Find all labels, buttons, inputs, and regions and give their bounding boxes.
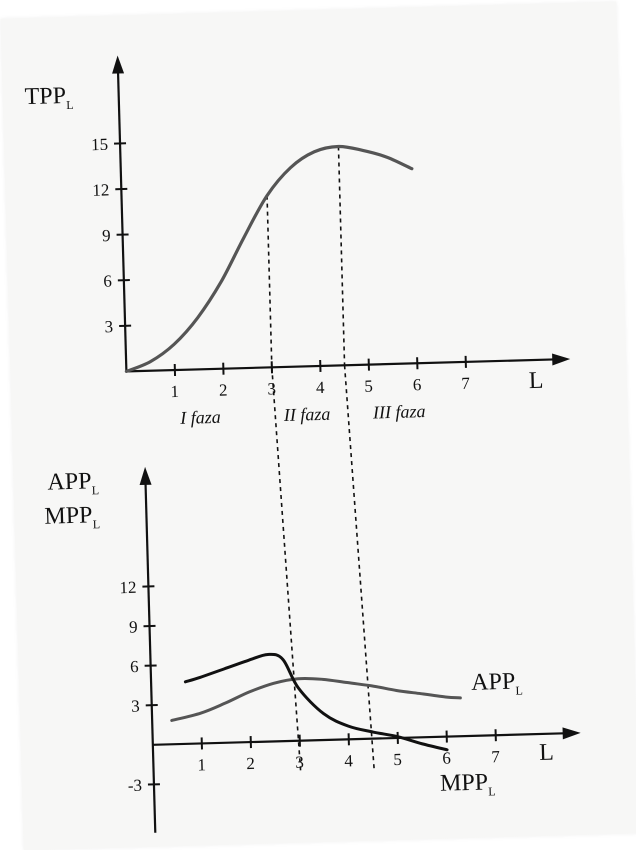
tpp-x-axis: [126, 359, 558, 371]
tpp-reference-line-1: [267, 196, 272, 368]
x-tick-label: 2: [246, 754, 255, 773]
y-tick-label: 12: [92, 180, 110, 199]
x-tick-label: 5: [393, 750, 402, 769]
series-line-1: [120, 144, 417, 371]
app-mpp-y-axis-arrow: [139, 467, 151, 485]
app-mpp-x-axis: [153, 733, 569, 745]
app-mpp-x-axis-arrow: [563, 727, 581, 739]
phase-boundary-line-1: [272, 367, 301, 771]
y-tick-label: 12: [119, 578, 137, 597]
y-tick-label: 9: [129, 617, 138, 636]
y-tick-label: 3: [104, 317, 113, 336]
x-tick-label: 6: [442, 748, 451, 767]
tpp-x-axis-label: L: [528, 368, 543, 394]
phase-label-2: II faza: [283, 404, 331, 425]
tpp-y-axis-arrow: [112, 55, 124, 73]
x-tick-label: 7: [491, 747, 501, 766]
phase-label-1: I faza: [179, 407, 221, 428]
y-tick-label: 6: [103, 272, 112, 291]
x-tick-label: 5: [364, 377, 373, 396]
x-tick-label: 7: [461, 374, 471, 393]
x-tick-label: 3: [267, 379, 276, 398]
y-tick-label: 9: [102, 226, 111, 245]
x-tick-label: 4: [344, 751, 354, 770]
y-tick-label: 15: [91, 135, 109, 154]
y-tick-label: -3: [128, 776, 143, 795]
mpp-y-axis-label: MPPL: [44, 502, 100, 533]
app-mpp-x-axis-label: L: [539, 740, 554, 766]
x-tick-label: 2: [219, 381, 228, 400]
mpp-series-label: MPPL: [440, 769, 496, 800]
tpp-y-axis-label: TPPL: [24, 83, 73, 113]
phase-label-3: III faza: [372, 401, 426, 422]
app-y-axis-label: APPL: [47, 468, 99, 498]
app-mpp-y-axis: [145, 479, 155, 833]
x-tick-label: 6: [413, 375, 422, 394]
tpp-reference-line-2: [338, 146, 344, 365]
x-tick-label: 4: [316, 378, 326, 397]
y-tick-label: 3: [131, 697, 140, 716]
app-series-label: APPL: [471, 668, 523, 698]
phase-boundary-line-2: [345, 365, 375, 769]
x-tick-label: 1: [170, 382, 179, 401]
y-tick-label: 6: [130, 657, 139, 676]
x-tick-label: 1: [197, 755, 206, 774]
series-line-1: [171, 674, 461, 720]
x-tick-label: 3: [295, 753, 304, 772]
tpp-x-axis-arrow: [552, 353, 570, 365]
